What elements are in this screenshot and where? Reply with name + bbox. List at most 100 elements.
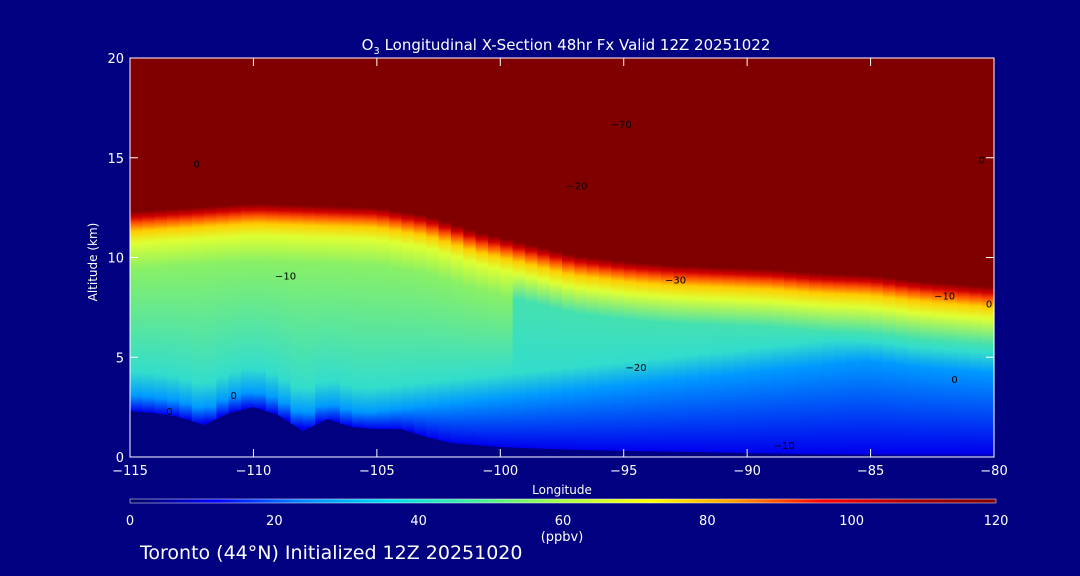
x-tick-label: −80 <box>980 464 1007 479</box>
field-column <box>882 58 896 457</box>
y-tick-label: 20 <box>107 52 124 67</box>
contour-label: 0 <box>193 160 199 171</box>
field-column <box>167 58 180 457</box>
colorbar <box>129 498 997 504</box>
field-column <box>833 58 847 457</box>
field-column <box>771 58 785 457</box>
colorbar-ticks: 0 20 40 60 80 100 120 <box>126 514 1009 529</box>
contour-label: 0 <box>951 375 957 386</box>
field-column <box>599 58 612 457</box>
colorbar-tick-label: 0 <box>126 514 134 529</box>
field-column <box>413 58 427 457</box>
field-column <box>364 58 378 457</box>
field-column <box>487 58 501 457</box>
field-column <box>611 58 625 457</box>
field-column <box>327 58 341 457</box>
field-column <box>858 58 872 457</box>
ozone-field <box>130 58 995 457</box>
field-column <box>500 58 514 457</box>
field-column <box>574 58 588 457</box>
y-tick-label: 15 <box>107 152 124 167</box>
field-column <box>784 58 798 457</box>
field-column <box>845 58 859 457</box>
y-tick-label: 10 <box>107 252 124 267</box>
footer-caption: Toronto (44°N) Initialized 12Z 20251020 <box>140 542 523 564</box>
x-tick-label: −85 <box>857 464 884 479</box>
y-axis: 0 5 10 15 20 <box>107 52 994 466</box>
field-column <box>475 58 489 457</box>
field-column <box>438 58 452 457</box>
field-column <box>315 58 329 457</box>
field-column <box>895 58 909 457</box>
field-column <box>463 58 477 457</box>
field-column <box>562 58 575 457</box>
field-column <box>759 58 773 457</box>
y-tick-label: 5 <box>116 351 124 366</box>
field-column <box>352 58 366 457</box>
contour-label: 0 <box>230 391 236 402</box>
field-column <box>426 58 440 457</box>
field-column <box>722 58 736 457</box>
contour-label: −10 <box>934 291 955 302</box>
field-column <box>636 58 649 457</box>
field-column <box>389 58 403 457</box>
field-column <box>179 58 193 457</box>
contour-label: −20 <box>566 182 587 193</box>
chart-title: O3 Longitudinal X-Section 48hr Fx Valid … <box>362 36 771 57</box>
field-column <box>685 58 699 457</box>
field-column <box>969 58 983 457</box>
contour-label: −10 <box>275 271 296 282</box>
field-column <box>549 58 563 457</box>
contour-label: −70 <box>611 120 632 131</box>
terrain-mask <box>130 407 994 457</box>
field-column <box>660 58 674 457</box>
colorbar-tick-label: 20 <box>266 514 283 529</box>
contour-label: 0 <box>986 299 992 310</box>
field-column <box>956 58 970 457</box>
field-column <box>586 58 600 457</box>
field-column <box>623 58 637 457</box>
x-tick-label: −115 <box>112 464 148 479</box>
colorbar-tick-label: 40 <box>410 514 427 529</box>
field-column <box>228 58 242 457</box>
field-column <box>278 58 292 457</box>
field-column <box>204 58 217 457</box>
contour-lines: 0 0 0 −10 −70 −20 −30 −20 −10 0 0 0 −10 <box>166 120 992 452</box>
field-column <box>821 58 835 457</box>
field-column <box>401 58 415 457</box>
x-tick-label: −110 <box>236 464 272 479</box>
field-column <box>216 58 230 457</box>
field-column <box>253 58 267 457</box>
field-column <box>697 58 711 457</box>
field-column <box>339 58 353 457</box>
field-column <box>870 58 884 457</box>
field-column <box>932 58 946 457</box>
field-column <box>796 58 810 457</box>
contour-label: −30 <box>665 275 686 286</box>
x-tick-label: −100 <box>482 464 518 479</box>
colorbar-tick-label: 60 <box>555 514 572 529</box>
field-column <box>302 58 316 457</box>
colorbar-tick-label: 100 <box>839 514 864 529</box>
y-axis-label: Altitude (km) <box>86 223 100 302</box>
contour-label: 0 <box>166 407 172 418</box>
field-column <box>648 58 662 457</box>
field-column <box>450 58 464 457</box>
field-column <box>734 58 748 457</box>
field-column <box>747 58 761 457</box>
colorbar-tick-label: 80 <box>699 514 716 529</box>
colorbar-tick-label: 120 <box>984 514 1009 529</box>
field-column <box>944 58 958 457</box>
field-column <box>512 58 526 457</box>
field-column <box>376 58 390 457</box>
field-column <box>154 58 168 457</box>
contour-label: 0 <box>978 156 984 167</box>
contour-label: −20 <box>626 363 647 374</box>
field-column <box>808 58 822 457</box>
field-column <box>710 58 724 457</box>
field-column <box>673 58 687 457</box>
colorbar-unit: (ppbv) <box>541 530 584 545</box>
field-column <box>907 58 921 457</box>
contour-label: −10 <box>774 441 795 452</box>
x-axis: −115 −110 −105 −100 −95 −90 −85 −80 <box>112 58 1008 479</box>
